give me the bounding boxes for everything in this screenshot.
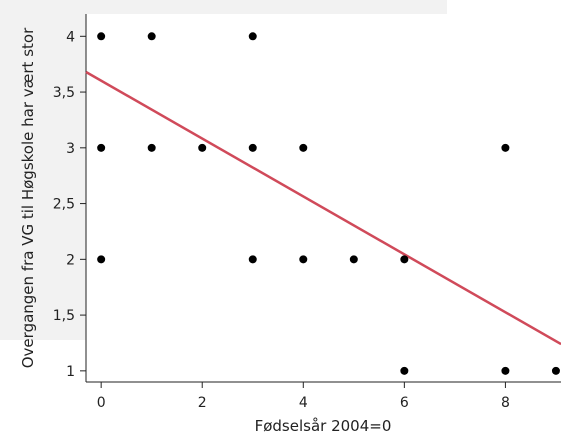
data-point — [248, 32, 257, 41]
x-tick-label: 4 — [299, 395, 308, 411]
x-tick-label: 2 — [198, 395, 207, 411]
y-tick-label: 2 — [66, 252, 75, 268]
y-tick-label: 1 — [66, 364, 75, 380]
data-points — [97, 32, 560, 375]
data-point — [97, 143, 106, 152]
data-point — [299, 255, 308, 264]
data-point — [97, 32, 106, 41]
data-point — [501, 366, 510, 375]
data-point — [248, 143, 257, 152]
x-tick-label: 0 — [97, 395, 106, 411]
data-point — [198, 143, 207, 152]
x-tick-label: 6 — [400, 395, 409, 411]
plot-area — [86, 14, 561, 382]
data-point — [147, 143, 156, 152]
data-point — [97, 255, 106, 264]
y-tick-label: 4 — [66, 29, 75, 45]
x-axis-label: Fødselsår 2004=0 — [255, 417, 392, 434]
axes: 0 2 4 6 8 1 1,5 2 2,5 3 3,5 4 — [53, 14, 561, 411]
data-point — [147, 32, 156, 41]
y-axis-label: Overgangen fra VG til Høgskole har vært … — [19, 27, 37, 368]
y-tick-label: 2,5 — [53, 197, 75, 213]
data-point — [501, 143, 510, 152]
y-tick-label: 3,5 — [53, 85, 75, 101]
x-tick-label: 8 — [501, 395, 510, 411]
y-tick-label: 1,5 — [53, 308, 75, 324]
data-point — [400, 255, 409, 264]
y-tick-label: 3 — [66, 141, 75, 157]
data-point — [551, 366, 560, 375]
data-point — [349, 255, 358, 264]
data-point — [248, 255, 257, 264]
trend-line — [85, 70, 561, 346]
data-point — [299, 143, 308, 152]
data-point — [400, 366, 409, 375]
trend-line-group — [85, 70, 561, 346]
